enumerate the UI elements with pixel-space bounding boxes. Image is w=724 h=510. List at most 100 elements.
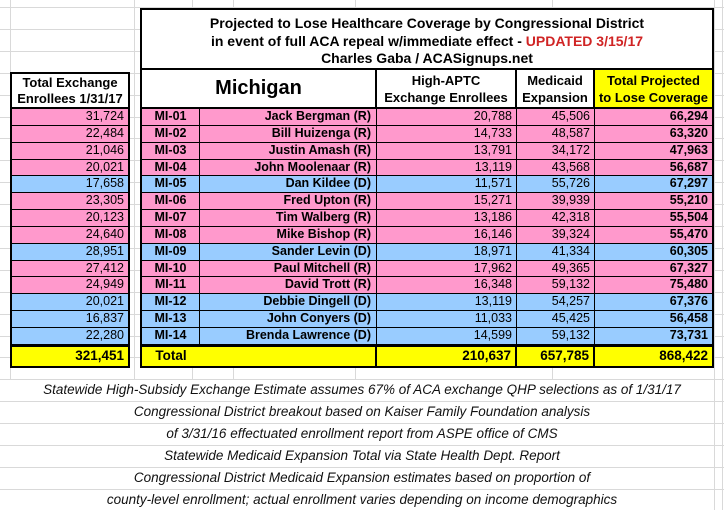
exchange-enrollees-total-cell[interactable]: 321,451: [10, 344, 130, 368]
district-cell[interactable]: MI-09: [140, 243, 200, 261]
total-value-cell[interactable]: 67,297: [595, 176, 714, 194]
district-cell[interactable]: MI-04: [140, 159, 200, 177]
updated-date-text: UPDATED 3/15/17: [525, 32, 644, 49]
aptc-value-cell[interactable]: 13,119: [377, 294, 517, 312]
exchange-value-cell[interactable]: 28,951: [12, 243, 128, 261]
total-value-cell[interactable]: 55,470: [595, 226, 714, 244]
district-cell[interactable]: MI-11: [140, 277, 200, 295]
exchange-value-cell[interactable]: 22,484: [12, 125, 128, 143]
aptc-value-cell[interactable]: 16,348: [377, 277, 517, 295]
column-header-row: Michigan High-APTC Exchange Enrollees Me…: [140, 70, 714, 109]
medicaid-value-cell[interactable]: 59,132: [517, 277, 595, 295]
rep-name-cell[interactable]: Dan Kildee (D): [200, 176, 377, 194]
district-cell[interactable]: MI-06: [140, 193, 200, 211]
rep-name-cell[interactable]: Bill Huizenga (R): [200, 125, 377, 143]
rep-name-cell[interactable]: Fred Upton (R): [200, 193, 377, 211]
exchange-value-cell[interactable]: 24,949: [12, 277, 128, 295]
total-value-cell[interactable]: 67,376: [595, 294, 714, 312]
district-cell[interactable]: MI-14: [140, 327, 200, 345]
rep-name-cell[interactable]: John Moolenaar (R): [200, 159, 377, 177]
rep-name-cell[interactable]: Mike Bishop (R): [200, 226, 377, 244]
medicaid-value-cell[interactable]: 55,726: [517, 176, 595, 194]
aptc-value-cell[interactable]: 14,599: [377, 327, 517, 345]
table-row: MI-04 John Moolenaar (R) 13,119 43,568 56,68…: [140, 159, 714, 177]
medicaid-value-cell[interactable]: 34,172: [517, 142, 595, 160]
aptc-value-cell[interactable]: 18,971: [377, 243, 517, 261]
aptc-value-cell[interactable]: 16,146: [377, 226, 517, 244]
coverage-total-cell[interactable]: 868,422: [595, 344, 714, 368]
medicaid-value-cell[interactable]: 59,132: [517, 327, 595, 345]
exchange-value-cell[interactable]: 20,123: [12, 210, 128, 227]
district-cell[interactable]: MI-03: [140, 142, 200, 160]
total-value-cell[interactable]: 47,963: [595, 142, 714, 160]
total-value-cell[interactable]: 75,480: [595, 277, 714, 295]
exchange-value-cell[interactable]: 22,280: [12, 327, 128, 345]
exchange-value-cell[interactable]: 16,837: [12, 311, 128, 328]
district-cell[interactable]: MI-07: [140, 210, 200, 227]
rep-name-cell[interactable]: Brenda Lawrence (D): [200, 327, 377, 345]
rep-name-cell[interactable]: David Trott (R): [200, 277, 377, 295]
aptc-value-cell[interactable]: 11,033: [377, 311, 517, 328]
medicaid-total-cell[interactable]: 657,785: [517, 344, 595, 368]
medicaid-value-cell[interactable]: 54,257: [517, 294, 595, 312]
district-cell[interactable]: MI-10: [140, 260, 200, 278]
district-cell[interactable]: MI-01: [140, 109, 200, 126]
exchange-value-cell[interactable]: 27,412: [12, 260, 128, 278]
aptc-value-cell[interactable]: 13,186: [377, 210, 517, 227]
aptc-value-cell[interactable]: 17,962: [377, 260, 517, 278]
exchange-value-cell[interactable]: 31,724: [12, 109, 128, 126]
medicaid-value-cell[interactable]: 48,587: [517, 125, 595, 143]
exchange-value-cell[interactable]: 21,046: [12, 142, 128, 160]
aptc-value-cell[interactable]: 15,271: [377, 193, 517, 211]
district-cell[interactable]: MI-12: [140, 294, 200, 312]
medicaid-value-cell[interactable]: 39,324: [517, 226, 595, 244]
title-line2: in event of full ACA repeal w/immediate …: [210, 32, 644, 49]
table-row: MI-09 Sander Levin (D) 18,971 41,334 60,305: [140, 243, 714, 261]
footnote-line: of 3/31/16 effectuated enrollment report…: [10, 424, 714, 446]
aptc-value-cell[interactable]: 13,119: [377, 159, 517, 177]
district-cell[interactable]: MI-13: [140, 311, 200, 328]
district-cell[interactable]: MI-05: [140, 176, 200, 194]
medicaid-value-cell[interactable]: 45,506: [517, 109, 595, 126]
total-value-cell[interactable]: 67,327: [595, 260, 714, 278]
medicaid-value-cell[interactable]: 49,365: [517, 260, 595, 278]
total-value-cell[interactable]: 60,305: [595, 243, 714, 261]
total-value-cell[interactable]: 63,320: [595, 125, 714, 143]
gridline: [0, 7, 724, 8]
aptc-value-cell[interactable]: 14,733: [377, 125, 517, 143]
district-cell[interactable]: MI-08: [140, 226, 200, 244]
medicaid-value-cell[interactable]: 45,425: [517, 311, 595, 328]
rep-name-cell[interactable]: John Conyers (D): [200, 311, 377, 328]
aptc-value-cell[interactable]: 20,788: [377, 109, 517, 126]
rep-name-cell[interactable]: Justin Amash (R): [200, 142, 377, 160]
total-value-cell[interactable]: 55,504: [595, 210, 714, 227]
rep-name-cell[interactable]: Tim Walberg (R): [200, 210, 377, 227]
aptc-value-cell[interactable]: 13,791: [377, 142, 517, 160]
rep-name-cell[interactable]: Jack Bergman (R): [200, 109, 377, 126]
total-label-cell[interactable]: Total: [140, 344, 377, 368]
total-value-cell[interactable]: 55,210: [595, 193, 714, 211]
exchange-value-cell[interactable]: 17,658: [12, 176, 128, 194]
medicaid-value-cell[interactable]: 39,939: [517, 193, 595, 211]
exchange-value-cell[interactable]: 23,305: [12, 193, 128, 211]
rep-name-cell[interactable]: Debbie Dingell (D): [200, 294, 377, 312]
aptc-value-cell[interactable]: 11,571: [377, 176, 517, 194]
rep-name-cell[interactable]: Paul Mitchell (R): [200, 260, 377, 278]
total-value-cell[interactable]: 56,687: [595, 159, 714, 177]
medicaid-value-cell[interactable]: 41,334: [517, 243, 595, 261]
medicaid-value-cell[interactable]: 42,318: [517, 210, 595, 227]
total-value-cell[interactable]: 66,294: [595, 109, 714, 126]
exchange-value-cell[interactable]: 20,021: [12, 294, 128, 312]
medicaid-value-cell[interactable]: 43,568: [517, 159, 595, 177]
footnote-line: Statewide High-Subsidy Exchange Estimate…: [10, 380, 714, 402]
title-line3: Charles Gaba / ACASignups.net: [321, 50, 533, 66]
exchange-value-cell[interactable]: 24,640: [12, 226, 128, 244]
exchange-value-cell[interactable]: 20,021: [12, 159, 128, 177]
rep-name-cell[interactable]: Sander Levin (D): [200, 243, 377, 261]
total-value-cell[interactable]: 56,458: [595, 311, 714, 328]
total-value-cell[interactable]: 73,731: [595, 327, 714, 345]
total-row: Total 210,637 657,785 868,422: [140, 344, 714, 368]
exchange-enrollees-header-line2: Enrollees 1/31/17: [17, 91, 123, 106]
district-cell[interactable]: MI-02: [140, 125, 200, 143]
aptc-total-cell[interactable]: 210,637: [377, 344, 517, 368]
